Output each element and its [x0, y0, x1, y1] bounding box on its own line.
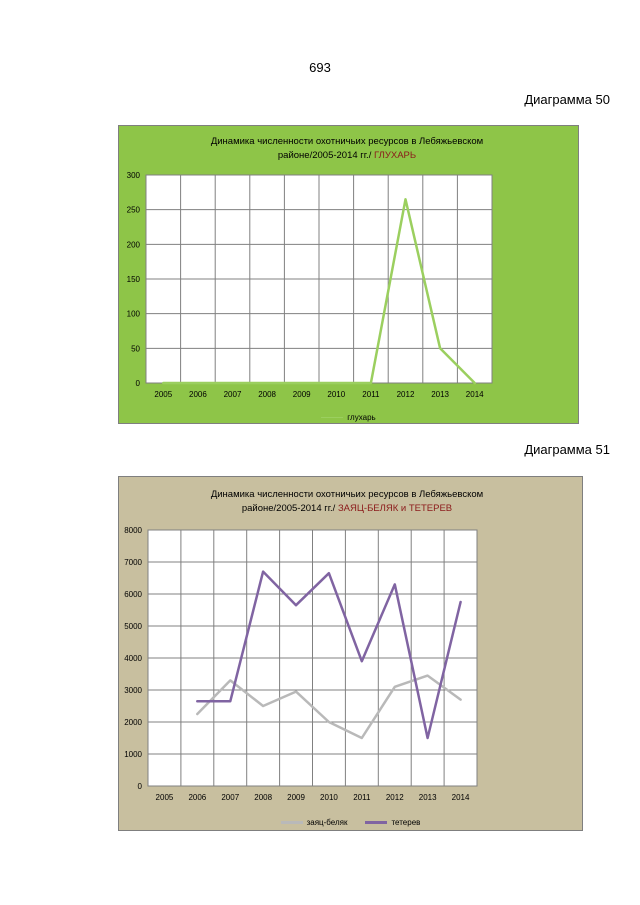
x-tick-label: 2010	[320, 793, 338, 802]
x-tick-label: 2010	[327, 390, 345, 399]
legend-swatch-glukhar	[321, 417, 344, 418]
y-tick-label: 3000	[124, 686, 142, 695]
x-tick-label: 2011	[353, 793, 371, 802]
x-tick-label: 2013	[431, 390, 449, 399]
chart-title-line2: районе/2005-2014 гг./ ГЛУХАРЬ	[278, 150, 416, 161]
legend-item-grouse: тетерев	[365, 818, 420, 827]
y-tick-label: 100	[127, 310, 141, 319]
diagram-50-label: Диаграмма 50	[524, 92, 610, 107]
chart-hare-grouse-svg: 0 1000 2000 3000 4000 5000 6000 7000 8000 2005 200…	[124, 489, 483, 802]
legend-label-grouse: тетерев	[391, 818, 421, 827]
chart-title-highlight: ГЛУХАРЬ	[374, 150, 416, 161]
chart-title-highlight: ЗАЯЦ-БЕЛЯК и ТЕТЕРЕВ	[338, 503, 452, 514]
legend-label-glukhar: глухарь	[347, 413, 376, 422]
y-tick-label: 0	[136, 379, 141, 388]
y-tick-label: 2000	[124, 718, 142, 727]
x-tick-label: 2006	[188, 793, 206, 802]
chart-title-line1: Динамика численности охотничьих ресурсов…	[211, 489, 483, 500]
x-tick-label: 2014	[452, 793, 470, 802]
x-tick-label: 2005	[156, 793, 174, 802]
chart-glukhar: 0 50 100 150 200 250 300 2005 2006 2007 2008 2009 20…	[118, 125, 579, 424]
series-line-0	[162, 198, 476, 385]
y-tick-label: 8000	[124, 526, 142, 535]
legend-item-glukhar: глухарь	[321, 413, 376, 422]
x-tick-label: 2008	[258, 390, 276, 399]
page-number: 693	[309, 60, 331, 75]
y-tick-label: 7000	[124, 558, 142, 567]
y-tick-label: 150	[127, 275, 141, 284]
chart-glukhar-svg: 0 50 100 150 200 250 300 2005 2006 2007 2008 2009 20…	[127, 136, 493, 399]
x-tick-label: 2009	[293, 390, 311, 399]
x-tick-label: 2013	[419, 793, 437, 802]
y-tick-label: 200	[127, 240, 141, 249]
x-tick-label: 2012	[397, 390, 415, 399]
y-tick-label: 50	[131, 344, 140, 353]
x-tick-label: 2007	[224, 390, 242, 399]
x-tick-label: 2014	[466, 390, 484, 399]
chart-hare-grouse-legend: заяц-беляк тетерев	[119, 818, 582, 827]
diagram-51-label: Диаграмма 51	[524, 442, 610, 457]
chart-glukhar-legend: глухарь	[119, 413, 578, 422]
y-tick-label: 5000	[124, 622, 142, 631]
legend-swatch-grouse	[365, 821, 388, 824]
y-tick-label: 4000	[124, 654, 142, 663]
x-tick-label: 2006	[189, 390, 207, 399]
chart-hare-grouse: 0 1000 2000 3000 4000 5000 6000 7000 8000 2005 200…	[118, 476, 583, 831]
y-tick-label: 0	[138, 782, 143, 791]
chart-title-line2: районе/2005-2014 гг./ ЗАЯЦ-БЕЛЯК и ТЕТЕР…	[242, 503, 452, 514]
x-tick-label: 2005	[154, 390, 172, 399]
x-tick-label: 2012	[386, 793, 404, 802]
y-tick-label: 1000	[124, 750, 142, 759]
y-tick-label: 6000	[124, 590, 142, 599]
chart-title-line1: Динамика численности охотничьих ресурсов…	[211, 136, 483, 147]
legend-item-hare: заяц-беляк	[280, 818, 348, 827]
legend-swatch-hare	[280, 821, 303, 824]
y-tick-label: 250	[127, 206, 141, 215]
x-tick-label: 2009	[287, 793, 305, 802]
legend-label-hare: заяц-беляк	[306, 818, 348, 827]
x-tick-label: 2007	[221, 793, 239, 802]
x-tick-label: 2008	[254, 793, 272, 802]
x-tick-label: 2011	[362, 390, 380, 399]
y-tick-label: 300	[127, 171, 141, 180]
